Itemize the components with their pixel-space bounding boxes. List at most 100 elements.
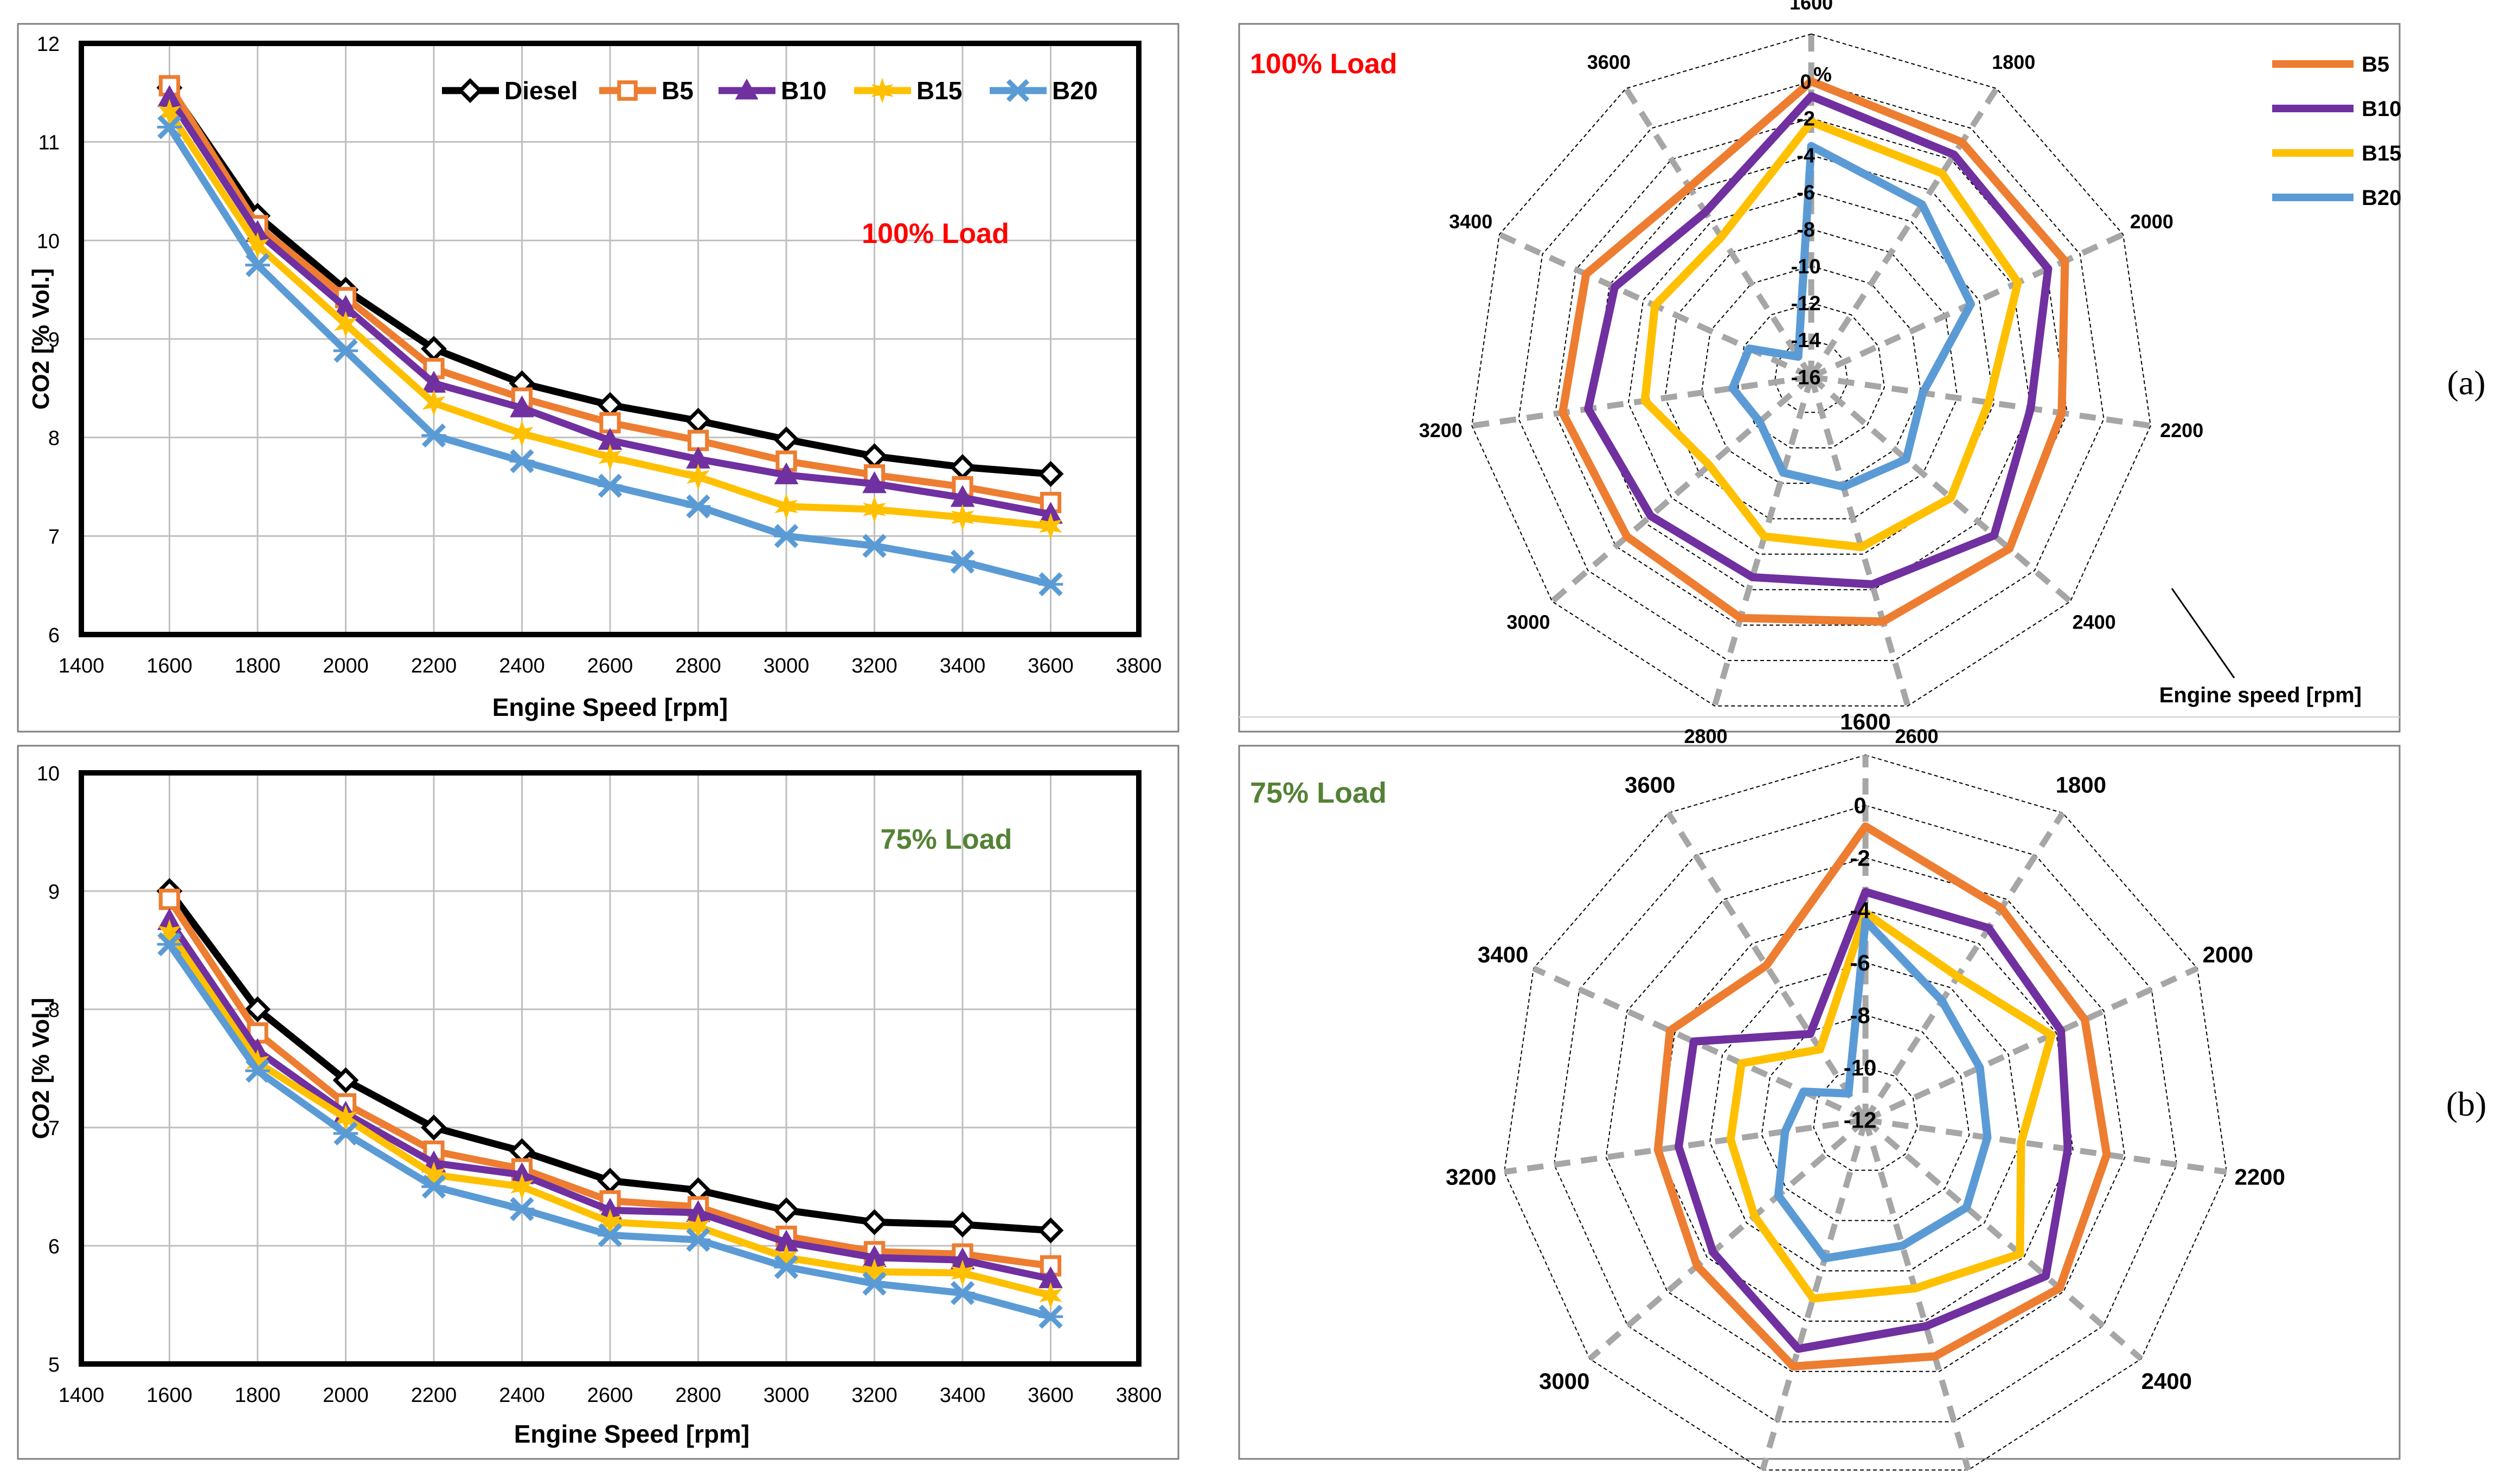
- radar-speed-label: 2200: [2160, 419, 2203, 441]
- data-point-b15: [334, 311, 357, 338]
- radar-value-label: -16: [1791, 366, 1821, 389]
- legend-label-b5: B5: [662, 76, 694, 105]
- radar-chart-100-load: 0 -2 -4 -6 -8 -10 -12 -14 -16 1600 1800 2000 2200 24…: [1250, 0, 2401, 747]
- legend-label-b20: B20: [1052, 76, 1098, 105]
- radar-ring: [1518, 80, 2105, 661]
- radar-75-speed-labels: 1600 1800 2000 2200 2400 2600 2800 3000 3200 3400…: [1446, 709, 2285, 1394]
- radar-speed-label: 2200: [2235, 1164, 2285, 1189]
- radar-spoke: [1863, 811, 2066, 1122]
- data-point-diesel: [245, 996, 271, 1022]
- data-point-b20: [333, 1121, 358, 1146]
- data-point-b20: [1038, 1304, 1063, 1329]
- radar-spoke: [1711, 376, 1814, 707]
- radar-ring: [1664, 228, 1958, 520]
- radar-100-title: 100% Load: [1250, 48, 1397, 80]
- radar-speed-label: 3400: [1478, 942, 1528, 968]
- data-point-b20: [509, 1197, 535, 1221]
- x-tick-label: 3600: [1028, 1384, 1074, 1407]
- x-tick-label: 2800: [675, 655, 721, 677]
- radar-100-unit-label: %: [1813, 63, 1832, 86]
- radar-value-label: -10: [1791, 255, 1821, 278]
- radar-series-b5: [1653, 822, 2111, 1370]
- legend-label-b5: B5: [2362, 53, 2389, 76]
- line-100-y-axis-title: CO2 [% Vol.]: [28, 268, 54, 410]
- legend-marker-diesel: [458, 78, 483, 103]
- y-tick-label: 9: [48, 881, 60, 904]
- radar-spoke: [1862, 1119, 1971, 1471]
- legend-marker-b10: [735, 78, 759, 100]
- line-75-y-axis-title: CO2 [% Vol.]: [28, 998, 54, 1139]
- data-point-b15: [598, 444, 622, 471]
- radar-speed-label: 1600: [1840, 709, 1890, 734]
- radar-speed-label: 2400: [2141, 1368, 2192, 1394]
- radar-100-series: [1559, 77, 2069, 626]
- radar-value-label: -4: [1797, 145, 1815, 168]
- radar-speed-label: 3200: [1419, 419, 1463, 441]
- data-point-b15: [951, 1259, 974, 1286]
- y-tick-label: 10: [37, 230, 60, 253]
- data-point-b20: [774, 524, 799, 548]
- radar-speed-label: 3600: [1625, 772, 1675, 798]
- line-100-series: [156, 74, 1064, 597]
- line-75-series: [156, 878, 1064, 1329]
- x-tick-label: 2200: [411, 1384, 457, 1407]
- line-100-plot-border: [79, 41, 1142, 637]
- radar-speed-label: 3400: [1449, 210, 1492, 233]
- legend-label-b20: B20: [2362, 186, 2401, 210]
- radar-speed-label: 3000: [1539, 1368, 1589, 1394]
- line-chart-100-load: 1400 1600 1800 2000 2200 2400 2600 2800 3000 3200…: [28, 33, 1162, 721]
- x-tick-label: 1600: [146, 1384, 193, 1407]
- radar-series-b15: [1726, 908, 2056, 1303]
- x-tick-label: 1800: [235, 1384, 281, 1407]
- x-tick-label: 2200: [411, 655, 457, 677]
- radar-speed-label: 2600: [1895, 725, 1938, 747]
- data-point-b20: [421, 1174, 446, 1199]
- radar-ring: [1591, 155, 2031, 591]
- y-tick-label: 12: [37, 33, 60, 56]
- line-100-title: 100% Load: [862, 218, 1009, 249]
- data-point-b20: [421, 423, 446, 448]
- legend-label-b10: B10: [781, 76, 826, 105]
- radar-value-label: -12: [1844, 1107, 1877, 1133]
- radar-value-label: -8: [1797, 219, 1815, 241]
- data-point-b20: [245, 253, 270, 277]
- data-point-b20: [598, 1223, 623, 1247]
- radar-chart-75-load: 0 -2 -4 -6 -8 -10 -12 1600 1800 2000 2200 2400 2600…: [1250, 709, 2285, 1471]
- radar-spoke: [1811, 374, 2151, 429]
- x-tick-label: 2600: [587, 655, 633, 677]
- radar-100-value-labels: 0 -2 -4 -6 -8 -10 -12 -14 -16: [1791, 71, 1821, 389]
- radar-value-label: -2: [1850, 845, 1870, 870]
- data-point-b10: [774, 462, 799, 484]
- radar-series-b20: [1728, 142, 1975, 491]
- data-point-b15: [774, 493, 798, 520]
- radar-value-label: -4: [1850, 898, 1870, 923]
- data-point-b20: [1038, 572, 1063, 597]
- y-tick-label: 6: [48, 1235, 60, 1258]
- y-tick-label: 11: [39, 132, 60, 155]
- panel-frame-radar-75: [1238, 745, 2401, 1460]
- radar-series-b15: [1640, 118, 2022, 552]
- panel-label-b: (b): [2446, 1085, 2487, 1123]
- data-point-diesel: [773, 1197, 799, 1224]
- radar-100-callout-line: [2171, 588, 2235, 678]
- y-tick-label: 9: [48, 329, 60, 351]
- radar-ring: [1627, 191, 1995, 555]
- radar-value-label: -6: [1797, 182, 1815, 204]
- data-point-b10: [510, 395, 534, 418]
- radar-75-title: 75% Load: [1250, 777, 1387, 809]
- radar-outer-ring: [1471, 33, 2151, 707]
- y-tick-label: 5: [48, 1354, 60, 1376]
- data-point-b20: [509, 449, 535, 473]
- radar-speed-label: 2000: [2130, 210, 2173, 233]
- radar-ring: [1813, 1067, 1918, 1171]
- data-point-b20: [245, 1059, 270, 1083]
- data-point-b15: [1039, 513, 1062, 540]
- radar-spoke: [1865, 1117, 2227, 1175]
- data-point-b15: [687, 463, 710, 490]
- data-point-b20: [950, 1281, 975, 1305]
- radar-value-label: -6: [1850, 950, 1870, 976]
- data-point-b20: [157, 115, 182, 139]
- x-tick-label: 3000: [764, 655, 810, 677]
- radar-speed-label: 2400: [2073, 611, 2116, 633]
- data-point-b20: [862, 1271, 887, 1296]
